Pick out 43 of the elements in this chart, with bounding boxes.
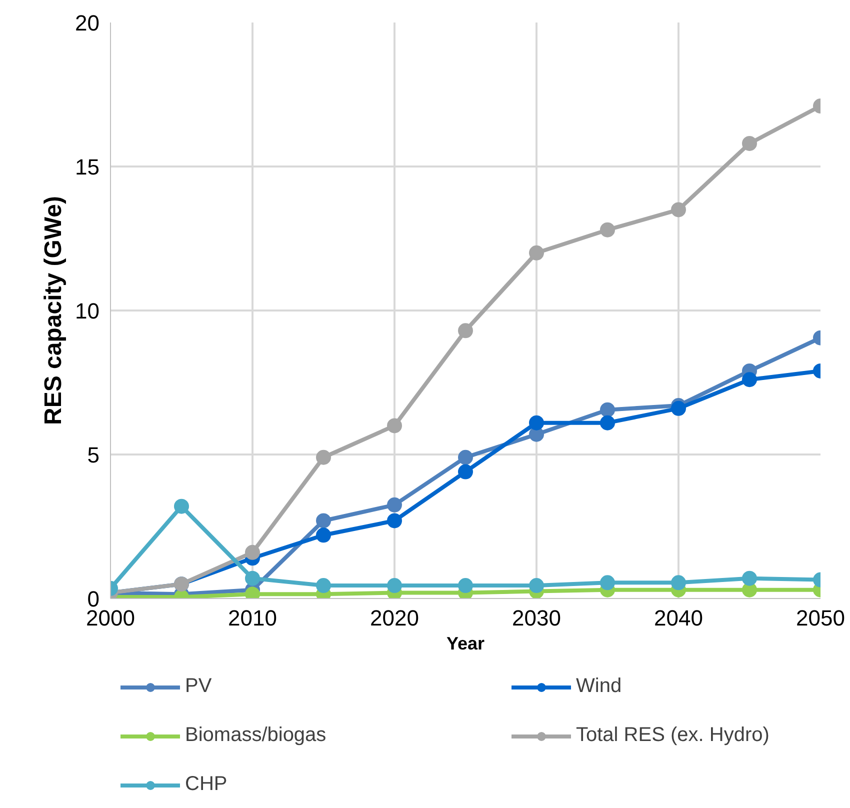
x-tick-label: 2030	[512, 606, 561, 630]
x-tick-label: 2010	[228, 606, 277, 630]
point	[387, 497, 402, 512]
x-tick-label: 2040	[654, 606, 703, 630]
point	[458, 464, 473, 480]
point	[316, 450, 331, 465]
point	[316, 578, 331, 594]
legend-label: Total RES (ex. Hydro)	[576, 724, 770, 747]
point	[387, 578, 402, 594]
point	[742, 136, 757, 151]
point	[316, 513, 331, 528]
y-tick-label: 15	[75, 154, 100, 180]
x-tick-label: 2050	[796, 606, 845, 630]
point	[458, 323, 473, 338]
point	[742, 372, 757, 388]
legend-label: CHP	[185, 773, 228, 796]
point	[600, 415, 615, 430]
point	[387, 513, 402, 528]
point	[245, 570, 260, 586]
point	[387, 418, 402, 434]
point	[529, 245, 544, 260]
point	[742, 570, 757, 586]
y-axis-title: RES capacity (GWe)	[40, 196, 68, 425]
point	[600, 402, 615, 418]
y-tick-label: 10	[75, 298, 100, 324]
point	[245, 544, 260, 560]
legend-label: Wind	[576, 675, 623, 698]
point	[174, 498, 189, 514]
y-tick-label: 5	[87, 442, 100, 468]
x-axis-title: Year	[446, 634, 485, 654]
y-tick-label: 20	[75, 10, 100, 36]
point	[316, 528, 331, 543]
point	[458, 450, 473, 465]
legend-label: PV	[185, 675, 213, 698]
point	[529, 578, 544, 594]
point	[529, 415, 544, 430]
point	[671, 575, 686, 590]
point	[671, 202, 686, 218]
x-tick-label: 2020	[370, 606, 419, 630]
point	[600, 222, 615, 238]
point	[600, 575, 615, 590]
legend-label: Biomass/biogas	[185, 724, 328, 747]
point	[458, 578, 473, 594]
